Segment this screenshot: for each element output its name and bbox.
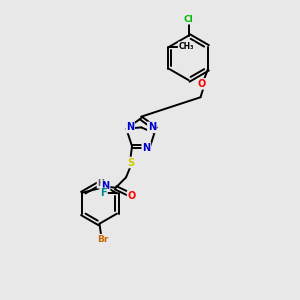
Text: S: S	[127, 158, 134, 167]
Text: N: N	[142, 142, 150, 153]
Text: Br: Br	[97, 235, 108, 244]
Text: O: O	[128, 191, 136, 201]
Text: N: N	[126, 122, 134, 132]
Text: CH₃: CH₃	[178, 42, 194, 51]
Text: H: H	[98, 179, 104, 188]
Text: N: N	[101, 181, 110, 191]
Text: F: F	[100, 188, 107, 198]
Text: O: O	[198, 79, 206, 89]
Text: N: N	[148, 122, 156, 132]
Text: Cl: Cl	[184, 15, 194, 24]
